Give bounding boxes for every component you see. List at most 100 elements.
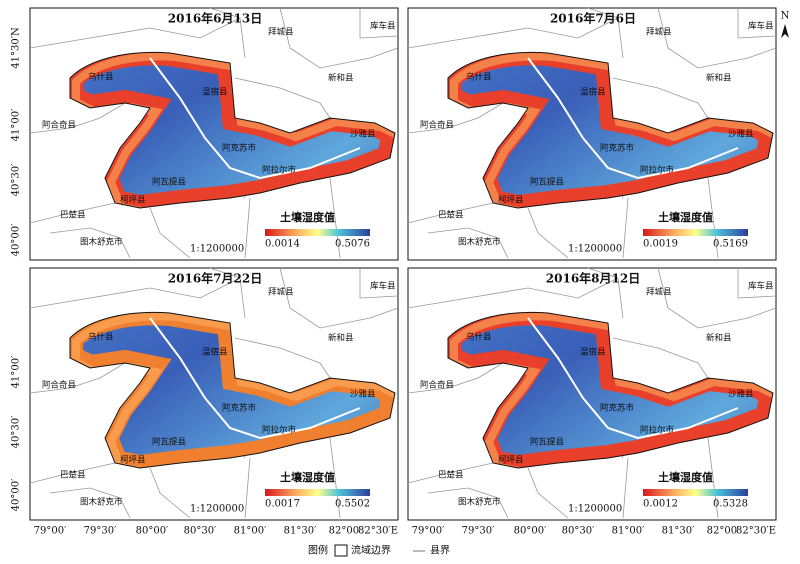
county-label: 拜城县 — [646, 287, 672, 298]
colorbar-title: 土壤湿度值 — [280, 470, 335, 484]
county-label: 阿瓦提县 — [530, 177, 565, 188]
colorbar-max: 0.5076 — [335, 239, 370, 250]
legend-basin: 流域边界 — [351, 544, 391, 557]
county-border — [617, 17, 624, 59]
county-border — [49, 227, 131, 259]
longitude-label: 80°00′ — [514, 526, 547, 537]
county-border — [359, 268, 399, 299]
county-label: 阿克苏市 — [600, 403, 635, 414]
county-border — [244, 457, 251, 519]
county-border — [527, 467, 569, 519]
county-border — [407, 202, 494, 224]
colorbar-title: 土壤湿度值 — [658, 470, 713, 484]
county-label: 巴楚县 — [60, 210, 86, 221]
county-border — [622, 197, 629, 259]
longitude-label: 79°00′ — [412, 526, 445, 537]
county-border — [279, 7, 399, 69]
longitude-label: 82°30′E — [736, 526, 776, 537]
county-label: 图木舒克市 — [80, 237, 123, 248]
county-border — [29, 277, 241, 309]
county-border — [407, 102, 504, 134]
county-label: 新和县 — [328, 73, 354, 84]
longitude-label: 81°00′ — [612, 526, 645, 537]
colorbar-max: 0.5169 — [713, 239, 748, 250]
north-arrow: N — [781, 11, 790, 38]
county-label: 阿克苏市 — [222, 403, 257, 414]
north-label: N — [781, 11, 790, 22]
county-border — [427, 227, 509, 259]
county-border — [359, 8, 399, 39]
county-border — [407, 277, 619, 309]
county-border — [737, 8, 777, 39]
county-label: 库车县 — [370, 21, 396, 32]
basin-boundary — [69, 311, 396, 469]
county-label: 阿克苏市 — [600, 143, 635, 154]
county-label: 沙雅县 — [350, 389, 376, 400]
county-label: 新和县 — [328, 333, 354, 344]
county-label: 柯坪县 — [498, 195, 524, 206]
panel-title: 2016年7月6日 — [550, 11, 636, 26]
latitude-label: 41°30′N — [11, 27, 22, 69]
county-border — [234, 77, 331, 119]
county-border — [239, 17, 246, 59]
longitude-label: 82°00′ — [707, 526, 740, 537]
longitude-label: 79°00′ — [34, 526, 67, 537]
colorbar-title: 土壤湿度值 — [280, 210, 335, 224]
county-label: 温宿县 — [202, 87, 228, 98]
county-border — [29, 102, 126, 134]
county-label: 乌什县 — [466, 332, 492, 343]
county-border — [407, 362, 504, 394]
county-border — [29, 462, 116, 484]
county-label: 阿拉尔市 — [640, 165, 675, 176]
county-label: 乌什县 — [88, 332, 114, 343]
county-border — [279, 267, 399, 329]
longitude-label: 81°30′ — [662, 526, 695, 537]
county-border — [149, 207, 191, 259]
county-label: 柯坪县 — [120, 455, 146, 466]
panel-title: 2016年6月13日 — [168, 11, 262, 26]
colorbar — [265, 229, 370, 236]
county-border — [657, 267, 777, 329]
colorbar-min: 0.0014 — [265, 239, 300, 250]
county-border — [407, 17, 619, 49]
river — [149, 57, 361, 180]
colorbar — [643, 489, 748, 496]
county-label: 拜城县 — [268, 27, 294, 38]
longitude-label: 81°00′ — [234, 526, 267, 537]
county-label: 沙雅县 — [728, 389, 754, 400]
county-label: 图木舒克市 — [80, 497, 123, 508]
county-label: 阿拉尔市 — [262, 165, 297, 176]
basin-mid-edge — [72, 312, 395, 468]
county-label: 巴楚县 — [438, 210, 464, 221]
latitude-label: 40°30′ — [11, 163, 22, 196]
county-label: 库车县 — [748, 281, 774, 292]
county-border — [407, 462, 494, 484]
county-label: 巴楚县 — [438, 470, 464, 481]
county-border — [612, 337, 709, 379]
county-label: 温宿县 — [580, 87, 606, 98]
county-label: 新和县 — [706, 333, 732, 344]
county-border — [244, 197, 251, 259]
basin-boundary — [447, 311, 774, 469]
scale-label: 1:1200000 — [568, 504, 622, 515]
panel-title: 2016年7月22日 — [168, 271, 262, 286]
basin-boundary — [447, 51, 774, 209]
county-border — [29, 362, 126, 394]
county-label: 阿克苏市 — [222, 143, 257, 154]
panel-title: 2016年8月12日 — [546, 271, 640, 286]
scale-label: 1:1200000 — [568, 244, 622, 255]
basin-mid-edge — [72, 52, 395, 208]
longitude-label: 82°00′ — [329, 526, 362, 537]
county-label: 库车县 — [370, 281, 396, 292]
colorbar-max: 0.5328 — [713, 499, 748, 510]
county-border — [657, 7, 777, 69]
county-label: 库车县 — [748, 21, 774, 32]
basin-mid-edge — [450, 312, 773, 468]
legend-title: 图例 — [308, 544, 328, 557]
colorbar — [643, 229, 748, 236]
bottom-legend: 图例 流域边界 县界 — [308, 544, 450, 557]
county-label: 阿瓦提县 — [152, 177, 187, 188]
county-border — [239, 277, 246, 319]
